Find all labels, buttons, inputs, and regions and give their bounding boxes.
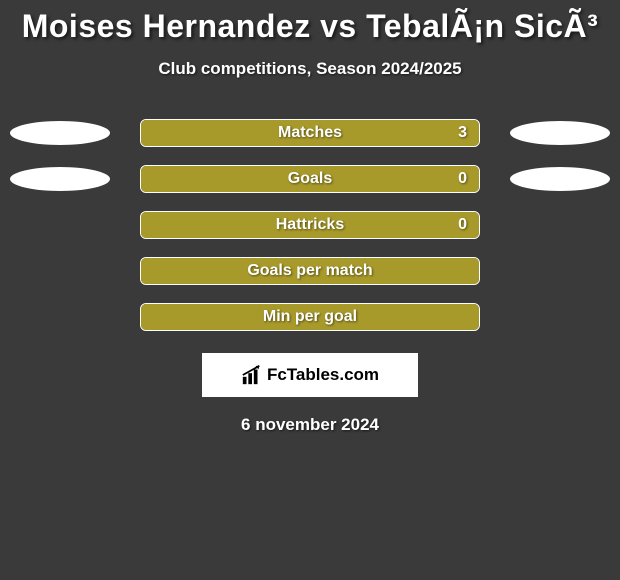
stat-row: Hattricks 0 bbox=[0, 211, 620, 239]
page-title: Moises Hernandez vs TebalÃ¡n SicÃ³ bbox=[0, 8, 620, 45]
player-right-ellipse bbox=[510, 121, 610, 145]
stat-bar: Goals per match bbox=[140, 257, 480, 285]
player-left-ellipse bbox=[10, 167, 110, 191]
comparison-infographic: Moises Hernandez vs TebalÃ¡n SicÃ³ Club … bbox=[0, 0, 620, 435]
stat-row: Matches 3 bbox=[0, 119, 620, 147]
ellipse-placeholder bbox=[510, 259, 610, 283]
ellipse-placeholder bbox=[10, 259, 110, 283]
ellipse-placeholder bbox=[510, 213, 610, 237]
stat-value: 0 bbox=[458, 170, 467, 188]
stat-value: 3 bbox=[458, 124, 467, 142]
stat-bar: Matches 3 bbox=[140, 119, 480, 147]
stat-label: Hattricks bbox=[276, 216, 344, 234]
stat-bar: Goals 0 bbox=[140, 165, 480, 193]
stat-row: Goals 0 bbox=[0, 165, 620, 193]
bar-chart-icon bbox=[241, 364, 263, 386]
stat-label: Goals bbox=[288, 170, 332, 188]
stat-value: 0 bbox=[458, 216, 467, 234]
ellipse-placeholder bbox=[510, 305, 610, 329]
player-right-ellipse bbox=[510, 167, 610, 191]
subtitle: Club competitions, Season 2024/2025 bbox=[0, 59, 620, 79]
logo-box: FcTables.com bbox=[202, 353, 418, 397]
stat-label: Goals per match bbox=[247, 262, 372, 280]
stat-label: Matches bbox=[278, 124, 342, 142]
stat-label: Min per goal bbox=[263, 308, 357, 326]
stat-bar: Min per goal bbox=[140, 303, 480, 331]
ellipse-placeholder bbox=[10, 305, 110, 329]
ellipse-placeholder bbox=[10, 213, 110, 237]
stat-rows: Matches 3 Goals 0 Hattricks 0 Goals per match M… bbox=[0, 119, 620, 331]
logo-text: FcTables.com bbox=[267, 365, 379, 385]
date-label: 6 november 2024 bbox=[0, 415, 620, 435]
stat-bar: Hattricks 0 bbox=[140, 211, 480, 239]
stat-row: Min per goal bbox=[0, 303, 620, 331]
player-left-ellipse bbox=[10, 121, 110, 145]
stat-row: Goals per match bbox=[0, 257, 620, 285]
